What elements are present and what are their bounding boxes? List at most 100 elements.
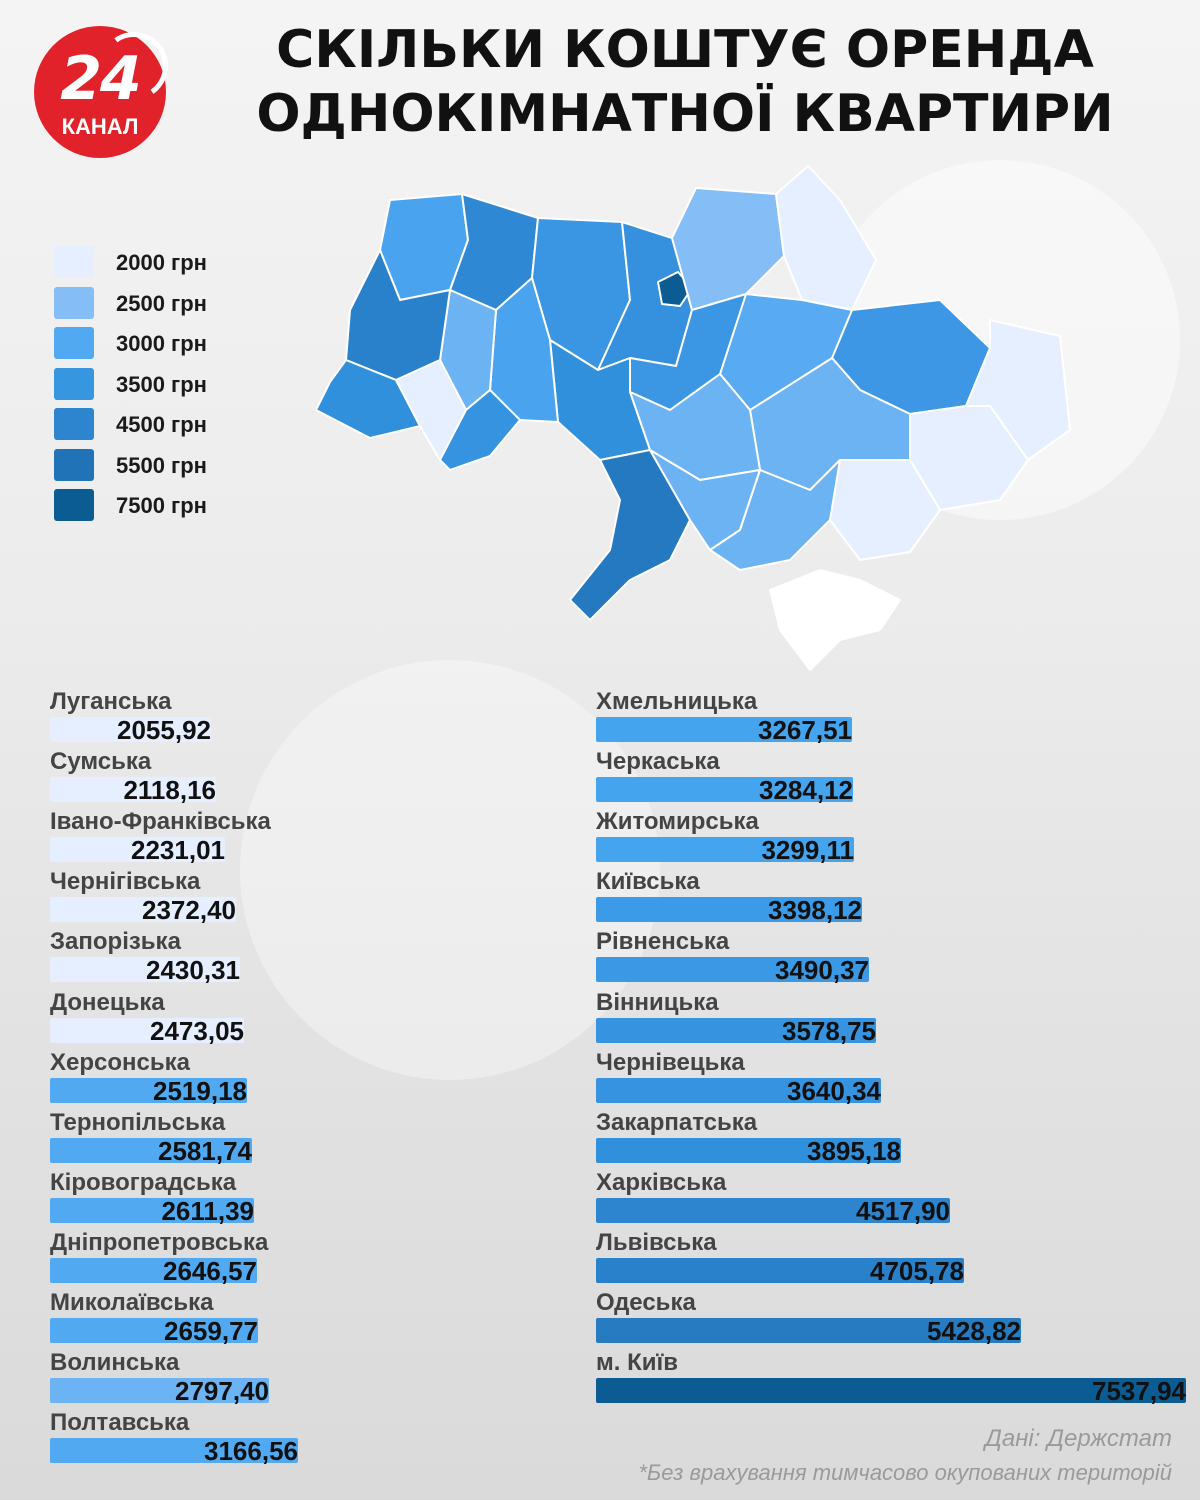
map-region-chernihiv [671,187,785,311]
bar-value-label: 3166,56 [204,1436,298,1467]
bar-category-label: Хмельницька [596,688,758,715]
bar-category-label: Сумська [50,748,152,776]
bar-value-label: 2659,77 [164,1316,258,1346]
bar [50,1257,257,1283]
bar-value-label: 3284,12 [759,775,853,806]
bar-value-label: 2797,40 [175,1376,269,1407]
legend-swatch [54,367,94,400]
bar-value-label: 3398,12 [768,895,862,926]
bar [596,717,852,742]
bar-category-label: м. Київ [596,1349,678,1377]
bar-row: Хмельницька 3267,51 [596,688,862,748]
bar-category-label: Вінницька [596,988,719,1016]
title-line-1: СКІЛЬКИ КОШТУЄ ОРЕНДА [276,20,1094,80]
bar-category-label: Тернопільська [50,1108,226,1136]
bar [50,1017,244,1043]
bar [50,897,236,923]
ukraine-map [315,165,1071,671]
bar [50,957,240,983]
bar-category-label: Луганська [50,688,172,715]
bar-value-label: 3490,37 [775,955,869,986]
bar-category-label: Чернігівська [50,868,201,896]
bar-category-label: Полтавська [50,1409,190,1437]
map-region-crimea [769,569,901,671]
legend-swatch [54,489,94,521]
legend-swatch [54,246,94,278]
bar-category-label: Херсонська [50,1048,190,1076]
background-decoration [240,660,660,1080]
bar-value-label: 4517,90 [856,1195,950,1226]
bar [50,1137,252,1163]
bar-row: Тернопільська 2581,74 [50,1109,262,1169]
bar-value-label: 2581,74 [158,1135,252,1166]
bar-row: Кіровоградська 2611,39 [50,1169,264,1229]
bar-value-label: 3895,18 [807,1135,901,1166]
bar-value-label: 7537,94 [1092,1376,1186,1407]
map-region-kherson [709,459,841,571]
bar-category-label: Київська [596,868,700,896]
bar-category-label: Харківська [596,1168,727,1196]
legend-item: 3000 грн [54,327,294,361]
bar-row: Черкаська 3284,12 [596,748,863,808]
bar [50,717,211,742]
bar-row: Полтавська 3166,56 [50,1409,308,1469]
logo-number: 24 [60,44,142,114]
bar [50,1438,298,1464]
bar-category-label: Івано-Франківська [50,808,271,836]
bar [596,1017,876,1043]
logo-subtitle: КАНАЛ [61,114,139,139]
bar-row: Сумська 2118,16 [50,748,226,808]
bar-value-label: 3640,34 [787,1075,881,1106]
bar-row: Харківська 4517,90 [596,1169,960,1229]
bar-row: Рівненська 3490,37 [596,928,879,988]
bar [50,777,216,803]
legend-swatch [54,448,94,481]
bar-category-label: Чернівецька [596,1048,745,1076]
map-region-chernivtsi [439,389,521,471]
bar [596,777,853,803]
bar [596,1137,901,1163]
legend-label: 2000 грн [116,250,207,275]
bar-row: м. Київ 7537,94 [596,1349,1196,1409]
bar-value-label: 2519,18 [153,1075,247,1106]
bar-row: Київська 3398,12 [596,868,872,928]
title-line-2: ОДНОКІМНАТНОЇ КВАРТИРИ [256,84,1114,144]
bar-value-label: 5428,82 [927,1316,1021,1346]
bar-value-label: 2231,01 [131,835,225,866]
bar-row: Миколаївська 2659,77 [50,1289,268,1349]
legend-swatch [54,286,94,319]
bar-row: Дніпропетровська 2646,57 [50,1228,269,1289]
bar [596,897,862,923]
bar [50,1197,254,1223]
bar-row: Херсонська 2519,18 [50,1049,257,1109]
bar-row: Одеська 5428,82 [596,1289,1031,1349]
bar [50,1318,258,1343]
legend-item: 3500 грн [54,367,294,402]
bar-value-label: 3578,75 [782,1015,876,1046]
legend-label: 4500 грн [116,412,207,437]
bar [596,1197,950,1223]
bar-row: Чернігівська 2372,40 [50,868,246,928]
bar-value-label: 2473,05 [150,1015,244,1046]
bar [50,1378,269,1404]
bar-category-label: Одеська [596,1289,696,1316]
bar [596,957,869,983]
bar-value-label: 2646,57 [163,1255,257,1286]
bar-category-label: Закарпатська [596,1108,758,1136]
bar-row: Чернівецька 3640,34 [596,1049,891,1109]
bar-row: Житомирська 3299,11 [596,808,864,868]
bar-row: Донецька 2473,05 [50,989,254,1049]
legend-swatch [54,408,94,440]
bar [596,1318,1021,1343]
bar-category-label: Донецька [50,988,165,1016]
channel-logo: 24 КАНАЛ [34,26,174,158]
bar-row: Волинська 2797,40 [50,1349,279,1409]
bar-category-label: Львівська [596,1228,717,1256]
map-region-vinnytsia [549,339,651,461]
bar-category-label: Дніпропетровська [50,1228,269,1256]
legend-label: 2500 грн [116,290,207,316]
bar-value-label: 3299,11 [761,835,854,866]
bar-category-label: Житомирська [596,808,759,836]
bar-value-label: 2118,16 [123,775,216,806]
bar [596,837,854,863]
